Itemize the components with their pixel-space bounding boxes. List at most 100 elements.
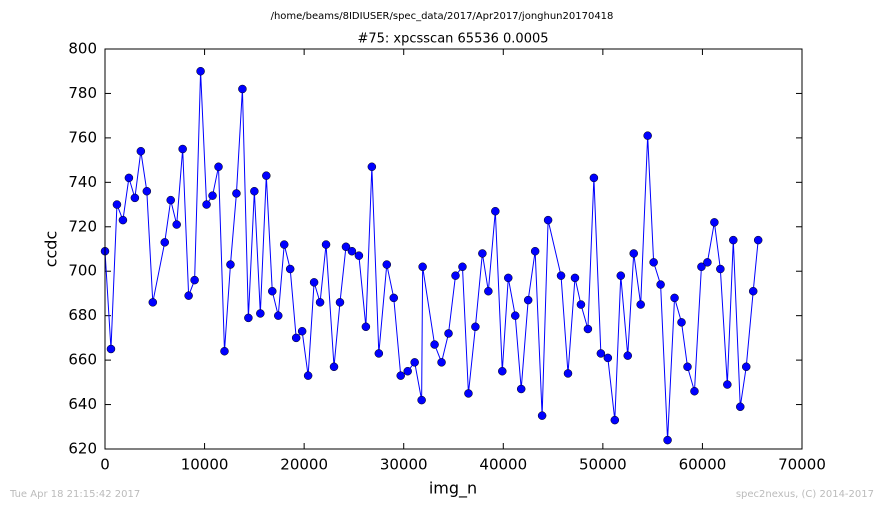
marker bbox=[341, 242, 351, 252]
marker bbox=[178, 144, 187, 154]
marker bbox=[148, 298, 158, 307]
marker bbox=[649, 258, 658, 267]
marker bbox=[309, 278, 319, 287]
marker bbox=[656, 280, 665, 289]
marker bbox=[596, 349, 606, 358]
marker bbox=[710, 218, 719, 227]
x-axis-label: img_n bbox=[429, 479, 477, 499]
marker bbox=[418, 262, 427, 272]
y-tick-label: 620 bbox=[68, 440, 97, 458]
marker bbox=[663, 435, 672, 445]
marker bbox=[214, 162, 223, 172]
marker bbox=[136, 146, 146, 156]
marker bbox=[451, 271, 460, 280]
marker bbox=[190, 275, 199, 285]
marker bbox=[367, 162, 377, 172]
marker bbox=[610, 415, 620, 425]
chart-title: #75: xpcsscan 65536 0.0005 bbox=[357, 32, 548, 47]
marker bbox=[208, 191, 217, 200]
marker bbox=[256, 309, 265, 318]
marker bbox=[291, 333, 301, 343]
marker bbox=[389, 293, 399, 303]
marker bbox=[196, 66, 205, 76]
marker bbox=[690, 386, 699, 396]
marker bbox=[303, 371, 313, 380]
marker bbox=[543, 215, 553, 225]
plot-frame bbox=[104, 48, 803, 450]
marker bbox=[504, 273, 513, 283]
marker bbox=[583, 324, 593, 334]
marker bbox=[354, 251, 364, 260]
marker bbox=[226, 260, 235, 269]
marker bbox=[748, 286, 758, 296]
marker bbox=[464, 389, 473, 398]
marker bbox=[361, 322, 371, 332]
marker bbox=[244, 313, 253, 323]
marker bbox=[510, 311, 520, 320]
marker bbox=[382, 260, 392, 269]
x-tick-label: 60000 bbox=[679, 456, 727, 474]
marker bbox=[279, 240, 289, 249]
marker bbox=[716, 264, 725, 274]
marker bbox=[603, 353, 613, 363]
marker bbox=[329, 362, 339, 372]
y-axis-label: ccdc bbox=[42, 231, 61, 268]
marker bbox=[523, 295, 533, 305]
x-tick-label: 0 bbox=[100, 456, 110, 474]
y-tick-label: 660 bbox=[68, 351, 97, 369]
marker bbox=[576, 300, 586, 309]
marker bbox=[683, 362, 692, 372]
y-tick-label: 800 bbox=[68, 40, 97, 58]
marker bbox=[184, 291, 193, 300]
marker bbox=[471, 322, 480, 332]
marker bbox=[530, 246, 540, 256]
marker bbox=[220, 346, 229, 356]
y-tick-label: 640 bbox=[68, 395, 97, 413]
x-tick-label: 10000 bbox=[181, 456, 229, 474]
y-tick-label: 700 bbox=[68, 262, 97, 280]
marker bbox=[616, 271, 626, 280]
marker bbox=[498, 366, 507, 376]
y-tick-label: 760 bbox=[68, 128, 97, 146]
marker bbox=[262, 171, 271, 180]
marker bbox=[723, 380, 732, 389]
marker bbox=[396, 371, 405, 380]
marker bbox=[437, 358, 446, 367]
x-tick-label: 70000 bbox=[778, 456, 826, 474]
marker bbox=[556, 271, 566, 280]
marker bbox=[741, 362, 751, 372]
marker bbox=[124, 173, 134, 183]
marker bbox=[736, 402, 745, 412]
marker bbox=[458, 262, 467, 272]
marker bbox=[347, 246, 357, 256]
y-tick-label: 720 bbox=[68, 217, 97, 235]
marker bbox=[166, 195, 175, 205]
marker bbox=[563, 369, 573, 378]
marker bbox=[516, 384, 526, 394]
marker bbox=[677, 318, 686, 327]
marker bbox=[410, 358, 419, 367]
marker bbox=[703, 258, 712, 267]
marker bbox=[232, 189, 241, 198]
marker bbox=[274, 311, 283, 320]
marker bbox=[670, 293, 679, 303]
marker bbox=[753, 235, 763, 245]
x-tick-label: 30000 bbox=[380, 456, 428, 474]
x-tick-label: 20000 bbox=[280, 456, 328, 474]
x-tick-label: 40000 bbox=[479, 456, 527, 474]
marker bbox=[478, 249, 487, 258]
marker bbox=[315, 298, 325, 307]
marker bbox=[374, 349, 384, 358]
marker bbox=[335, 298, 345, 307]
footer-right: spec2nexus, (C) 2014-2017 bbox=[736, 489, 874, 500]
marker bbox=[697, 262, 706, 272]
marker bbox=[636, 300, 645, 309]
marker bbox=[250, 186, 259, 196]
y-tick-label: 740 bbox=[68, 173, 97, 191]
marker bbox=[430, 340, 439, 349]
marker bbox=[403, 366, 412, 376]
marker bbox=[202, 200, 211, 209]
footer-left: Tue Apr 18 21:15:42 2017 bbox=[9, 489, 140, 500]
